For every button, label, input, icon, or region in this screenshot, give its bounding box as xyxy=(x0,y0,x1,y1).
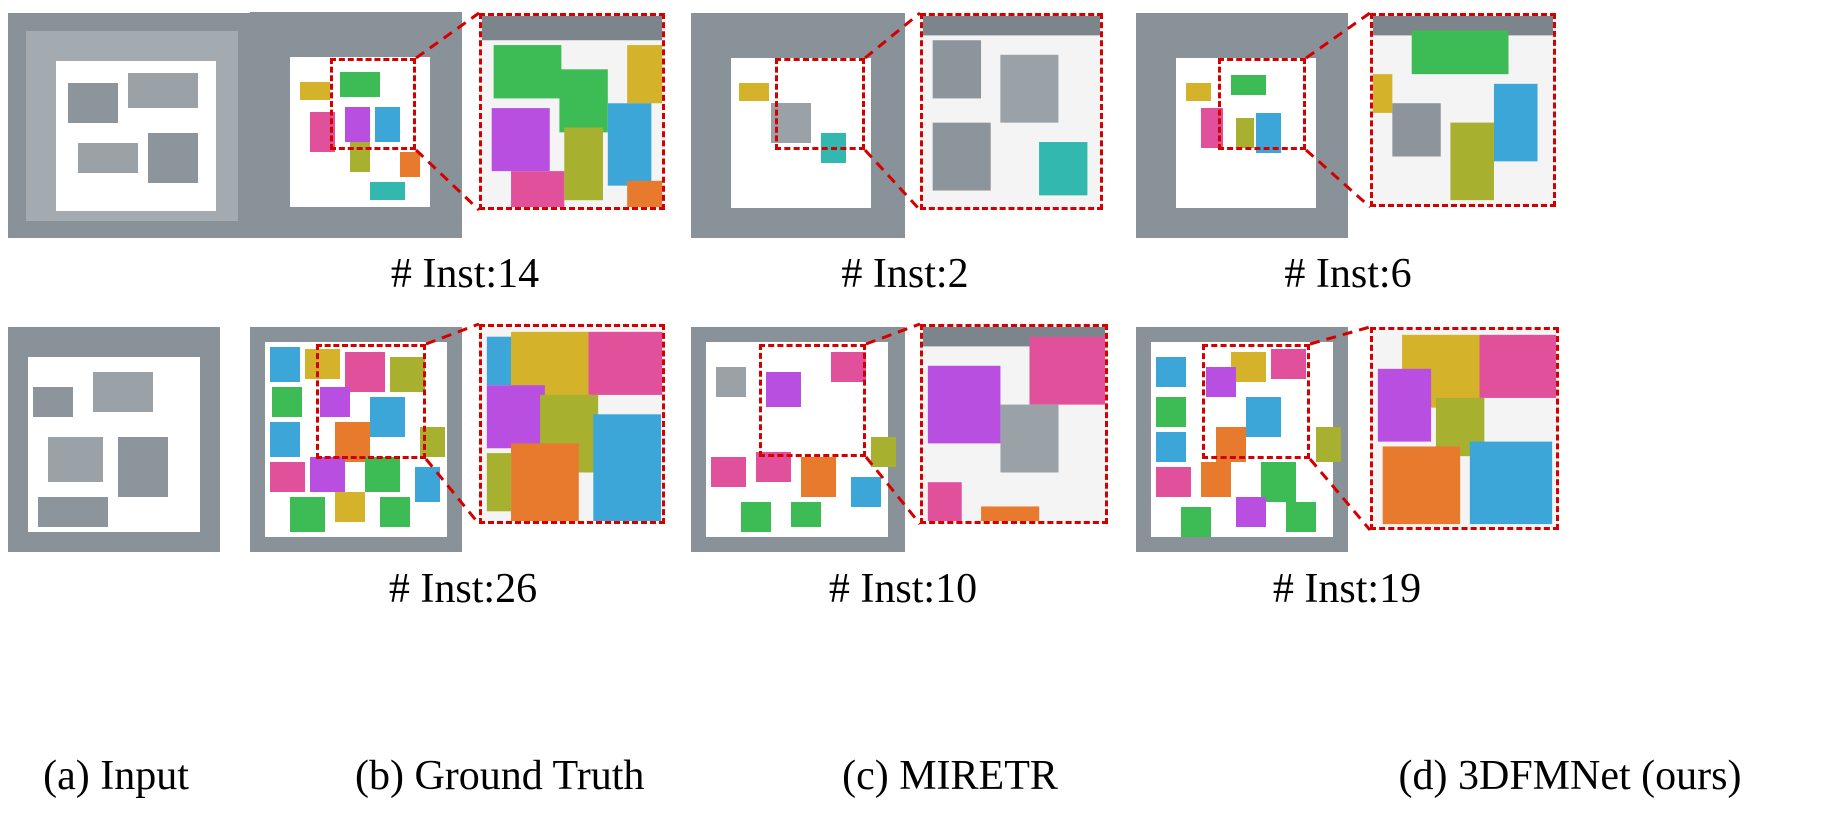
instance-count-ours-1: # Inst:6 xyxy=(1284,251,1412,297)
roi-box-gt-1 xyxy=(330,58,416,150)
ours-pointcloud-scene-2 xyxy=(1136,327,1348,552)
zoom-miretr-scene-2 xyxy=(920,324,1108,524)
caption-ground-truth: (b) Ground Truth xyxy=(355,753,645,799)
miretr-pointcloud-scene-2 xyxy=(691,327,905,552)
zoom-ours-scene-1 xyxy=(1370,13,1556,207)
instance-count-gt-1: # Inst:14 xyxy=(390,251,540,297)
caption-ours: (d) 3DFMNet (ours) xyxy=(1398,753,1742,799)
roi-box-ours-1 xyxy=(1218,58,1306,150)
input-pointcloud-scene-1 xyxy=(8,13,256,238)
input-pointcloud-scene-2 xyxy=(8,327,220,552)
roi-box-miretr-2 xyxy=(759,344,866,457)
caption-input: (a) Input xyxy=(43,753,189,799)
zoom-ours-scene-2 xyxy=(1370,327,1559,530)
instance-count-ours-2: # Inst:19 xyxy=(1272,566,1422,612)
caption-miretr: (c) MIRETR xyxy=(842,753,1058,799)
ours-pointcloud-scene-1 xyxy=(1136,13,1348,238)
zoom-gt-scene-1 xyxy=(479,13,665,210)
roi-box-gt-2 xyxy=(316,344,426,459)
zoom-gt-scene-2 xyxy=(479,324,665,524)
zoom-miretr-scene-1 xyxy=(920,13,1103,210)
instance-count-miretr-1: # Inst:2 xyxy=(841,251,969,297)
instance-count-gt-2: # Inst:26 xyxy=(388,566,538,612)
roi-box-ours-2 xyxy=(1202,344,1310,459)
roi-box-miretr-1 xyxy=(775,58,865,150)
instance-count-miretr-2: # Inst:10 xyxy=(828,566,978,612)
